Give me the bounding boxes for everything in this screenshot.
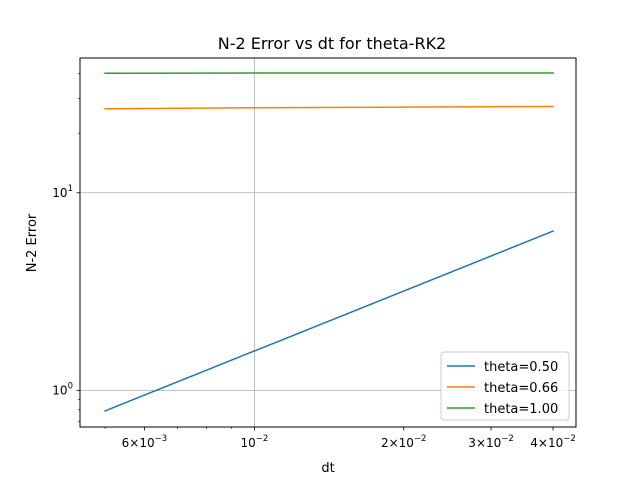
chart-title: N-2 Error vs dt for theta-RK2 — [218, 34, 446, 53]
x-tick-label-pow: 10 — [241, 436, 256, 450]
y-tick-label: 101 — [52, 184, 73, 200]
series-line-0 — [104, 230, 555, 412]
x-tick-label-sep: × — [389, 436, 399, 450]
x-tick-label-sep: × — [476, 436, 486, 450]
x-tick-label-pow: 10 — [139, 436, 154, 450]
y-axis-label: N-2 Error — [25, 213, 40, 272]
legend-label-0: theta=0.50 — [484, 360, 558, 375]
y-tick-label-exp: 1 — [68, 184, 73, 194]
x-tick-label-pow: 10 — [486, 436, 501, 450]
series-line-1 — [104, 105, 554, 110]
x-tick-label: 4×10−2 — [530, 434, 576, 450]
series-layer — [104, 72, 555, 412]
plot-frame — [79, 57, 577, 428]
y-tick-label-exp: 0 — [68, 382, 73, 392]
x-tick-label: 6×10−3 — [122, 434, 168, 450]
y-tick-label-pow: 10 — [52, 186, 67, 200]
legend-box — [440, 351, 570, 421]
x-tick-label-sep: × — [538, 436, 548, 450]
legend: theta=0.50 theta=0.66 theta=1.00 — [440, 351, 570, 421]
x-tick-label: 3×10−2 — [468, 434, 514, 450]
x-tick-label-base: 3 — [468, 436, 476, 450]
x-tick-label-pow: 10 — [399, 436, 414, 450]
x-tick-label-exp: −2 — [501, 434, 514, 444]
x-tick-label-base: 4 — [530, 436, 538, 450]
legend-label-1: theta=0.66 — [484, 381, 558, 396]
x-tick-label: 10−2 — [241, 434, 269, 450]
x-tick-label-pow: 10 — [548, 436, 563, 450]
legend-label-2: theta=1.00 — [484, 402, 558, 417]
x-tick-label-exp: −2 — [563, 434, 576, 444]
x-tick-label: 2×10−2 — [381, 434, 427, 450]
x-axis-label: dt — [321, 461, 334, 476]
y-tick-label: 100 — [52, 382, 73, 398]
x-tick-label-exp: −2 — [256, 434, 269, 444]
x-tick-label-base: 2 — [381, 436, 389, 450]
y-tick-label-pow: 10 — [52, 384, 67, 398]
x-tick-label-base: 6 — [122, 436, 130, 450]
x-tick-label-exp: −3 — [155, 434, 168, 444]
x-tick-label-sep: × — [129, 436, 139, 450]
x-tick-label-exp: −2 — [414, 434, 427, 444]
